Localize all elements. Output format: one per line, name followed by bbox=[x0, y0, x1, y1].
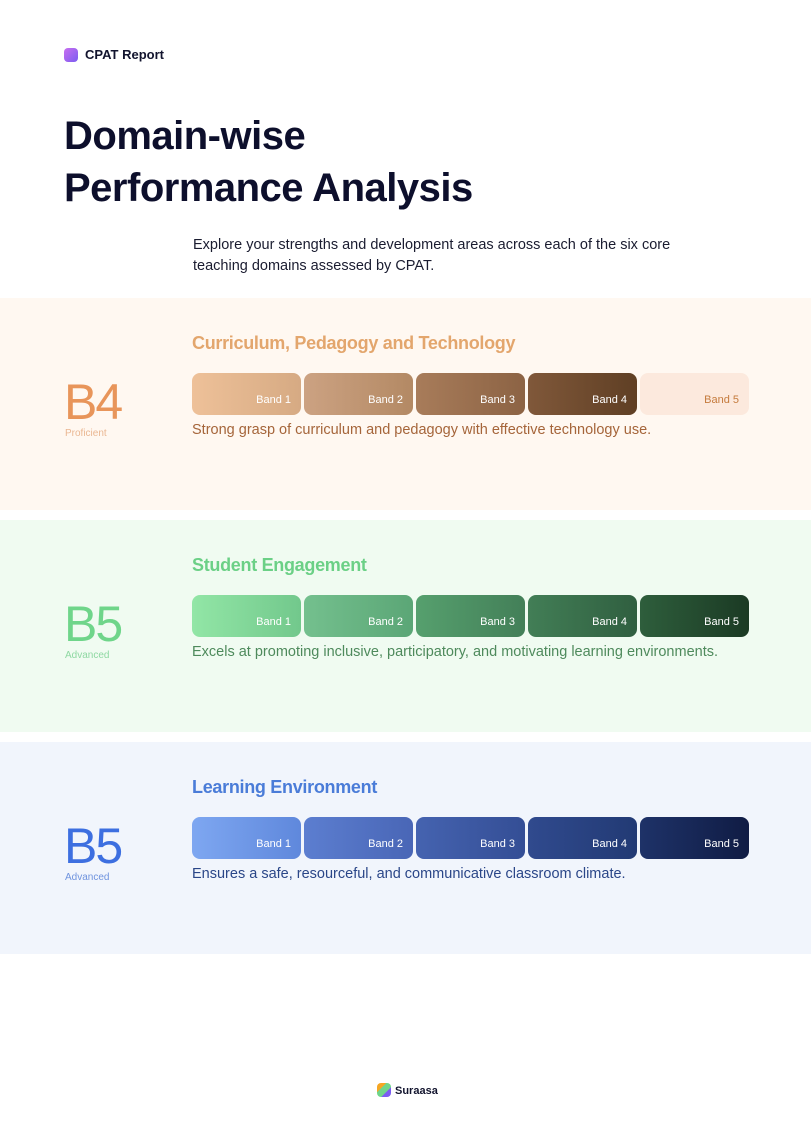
domain-name: Student Engagement bbox=[192, 555, 367, 575]
description: Strong grasp of curriculum and pedagogy … bbox=[192, 422, 652, 438]
grade: B5 bbox=[64, 596, 123, 652]
band: Band 1 bbox=[192, 817, 301, 859]
level: Proficient bbox=[65, 428, 107, 439]
domain-name: Curriculum, Pedagogy and Technology bbox=[192, 333, 516, 353]
band: Band 5 bbox=[640, 373, 749, 415]
band: Band 4 bbox=[528, 595, 637, 637]
band: Band 3 bbox=[416, 373, 525, 415]
page-title: Domain-wise Performance Analysis bbox=[64, 110, 473, 214]
band: Band 1 bbox=[192, 595, 301, 637]
band: Band 2 bbox=[304, 817, 413, 859]
level: Advanced bbox=[65, 872, 110, 883]
band-row: Band 1 Band 2 Band 3 Band 4 Band 5 bbox=[192, 373, 749, 415]
report-logo bbox=[64, 48, 78, 62]
band: Band 4 bbox=[528, 373, 637, 415]
footer-brand: Suraasa bbox=[395, 1085, 438, 1097]
level: Advanced bbox=[65, 650, 110, 661]
domain-section: B4 Proficient Curriculum, Pedagogy and T… bbox=[0, 298, 811, 510]
grade: B5 bbox=[64, 818, 123, 874]
intro: Explore your strengths and development a… bbox=[193, 237, 671, 274]
band: Band 2 bbox=[304, 373, 413, 415]
description: Ensures a safe, resourceful, and communi… bbox=[192, 866, 626, 882]
header-title: CPAT Report bbox=[85, 47, 164, 62]
band: Band 2 bbox=[304, 595, 413, 637]
band-row: Band 1 Band 2 Band 3 Band 4 Band 5 bbox=[192, 595, 749, 637]
band-row: Band 1 Band 2 Band 3 Band 4 Band 5 bbox=[192, 817, 749, 859]
domain-section: B5 Advanced Student Engagement Band 1 Ban… bbox=[0, 520, 811, 732]
band: Band 5 bbox=[640, 817, 749, 859]
band: Band 1 bbox=[192, 373, 301, 415]
band: Band 4 bbox=[528, 817, 637, 859]
band: Band 3 bbox=[416, 817, 525, 859]
grade: B4 bbox=[64, 374, 123, 430]
brand-logo bbox=[377, 1083, 391, 1097]
band: Band 3 bbox=[416, 595, 525, 637]
domain-name: Learning Environment bbox=[192, 777, 378, 797]
title-line: Performance Analysis bbox=[64, 166, 473, 210]
description: Excels at promoting inclusive, participa… bbox=[192, 644, 719, 660]
band: Band 5 bbox=[640, 595, 749, 637]
title-line: Domain-wise bbox=[64, 114, 306, 158]
